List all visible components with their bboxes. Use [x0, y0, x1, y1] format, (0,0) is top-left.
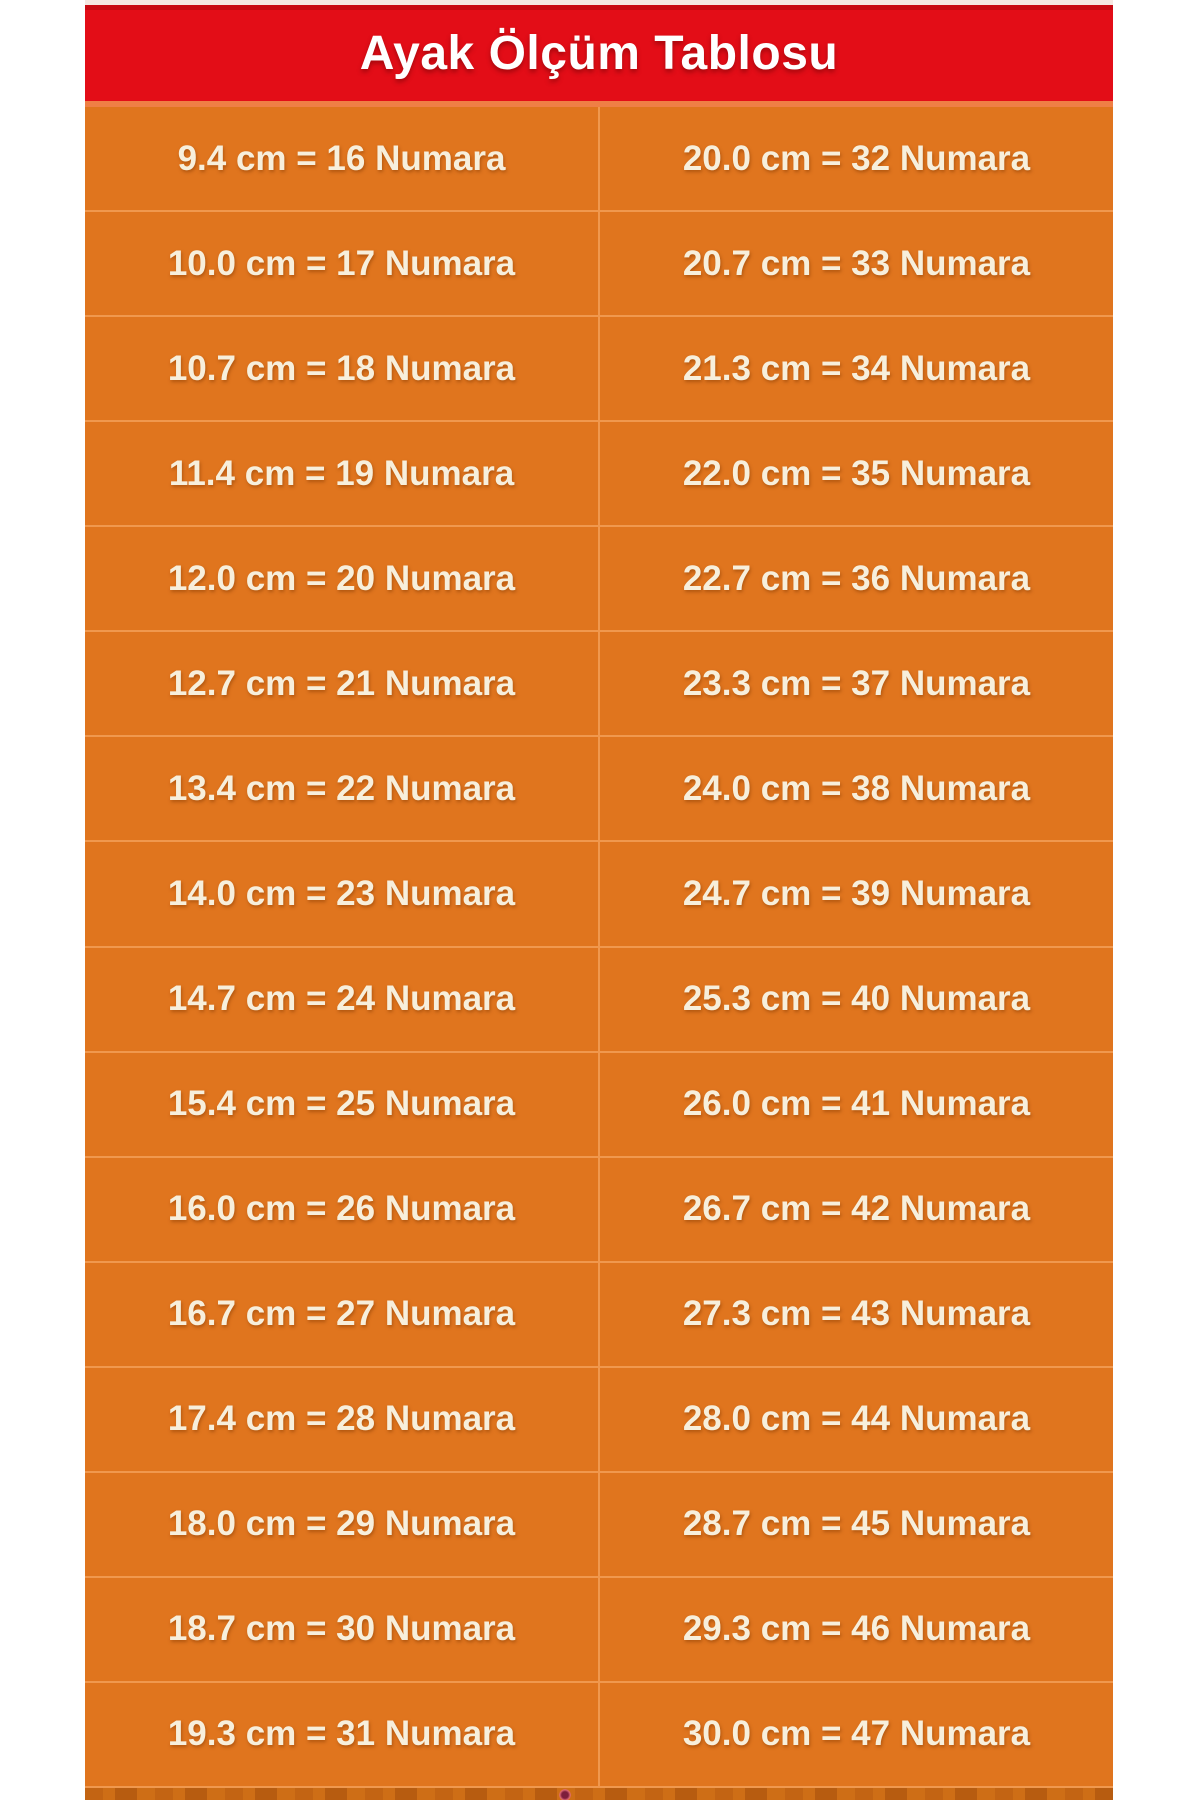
table-header: Ayak Ölçüm Tablosu — [85, 5, 1113, 107]
size-cell-left: 19.3 cm = 31 Numara — [167, 1714, 516, 1754]
size-cell-left: 12.7 cm = 21 Numara — [167, 663, 516, 703]
table-row: 10.0 cm = 17 Numara 20.7 cm = 33 Numara — [85, 210, 1113, 316]
size-cell-right: 25.3 cm = 40 Numara — [598, 947, 1113, 1051]
table-row: 18.0 cm = 29 Numara 28.7 cm = 45 Numara — [85, 1470, 1113, 1576]
table-row: 18.7 cm = 30 Numara 29.3 cm = 46 Numara — [85, 1575, 1113, 1681]
size-cell-left: 18.7 cm = 30 Numara — [167, 1609, 516, 1649]
size-cell-left: 10.0 cm = 17 Numara — [167, 243, 516, 283]
table-row: 11.4 cm = 19 Numara 22.0 cm = 35 Numara — [85, 420, 1113, 526]
size-cell-right: 22.0 cm = 35 Numara — [598, 422, 1113, 526]
size-cell-left: 11.4 cm = 19 Numara — [168, 453, 515, 493]
size-cell-right: 21.3 cm = 34 Numara — [598, 317, 1113, 421]
table-row: 15.4 cm = 25 Numara 26.0 cm = 41 Numara — [85, 1050, 1113, 1156]
size-cell-left: 13.4 cm = 22 Numara — [167, 768, 516, 808]
table-row: 17.4 cm = 28 Numara 28.0 cm = 44 Numara — [85, 1365, 1113, 1471]
size-cell-right: 29.3 cm = 46 Numara — [598, 1577, 1113, 1681]
size-table: 9.4 cm = 16 Numara 20.0 cm = 32 Numara 1… — [85, 107, 1113, 1786]
size-cell-right: 20.0 cm = 32 Numara — [598, 107, 1113, 211]
size-cell-right: 24.7 cm = 39 Numara — [598, 842, 1113, 946]
poster-panel: Ayak Ölçüm Tablosu 9.4 cm = 16 Numara 20… — [85, 0, 1113, 1800]
size-cell-left: 18.0 cm = 29 Numara — [167, 1504, 516, 1544]
size-cell-left: 12.0 cm = 20 Numara — [167, 558, 516, 598]
size-cell-left: 17.4 cm = 28 Numara — [167, 1399, 516, 1439]
brand-dot-icon — [559, 1789, 571, 1800]
table-row: 12.0 cm = 20 Numara 22.7 cm = 36 Numara — [85, 525, 1113, 631]
size-cell-left: 16.0 cm = 26 Numara — [167, 1189, 516, 1229]
table-row: 14.0 cm = 23 Numara 24.7 cm = 39 Numara — [85, 840, 1113, 946]
table-row: 13.4 cm = 22 Numara 24.0 cm = 38 Numara — [85, 735, 1113, 841]
size-cell-right: 27.3 cm = 43 Numara — [598, 1262, 1113, 1366]
size-cell-left: 10.7 cm = 18 Numara — [167, 348, 516, 388]
size-cell-left: 14.7 cm = 24 Numara — [167, 979, 516, 1019]
size-cell-left: 16.7 cm = 27 Numara — [167, 1294, 516, 1334]
table-row: 12.7 cm = 21 Numara 23.3 cm = 37 Numara — [85, 630, 1113, 736]
size-cell-right: 20.7 cm = 33 Numara — [598, 212, 1113, 316]
table-row: 16.0 cm = 26 Numara 26.7 cm = 42 Numara — [85, 1155, 1113, 1261]
size-cell-left: 14.0 cm = 23 Numara — [167, 873, 516, 913]
size-cell-left: 15.4 cm = 25 Numara — [167, 1084, 516, 1124]
size-cell-right: 30.0 cm = 47 Numara — [598, 1682, 1113, 1786]
bottom-watermark-band — [85, 1786, 1113, 1800]
size-cell-left: 9.4 cm = 16 Numara — [177, 138, 506, 178]
top-accent-strip — [85, 0, 1113, 5]
size-cell-right: 28.7 cm = 45 Numara — [598, 1472, 1113, 1576]
size-cell-right: 22.7 cm = 36 Numara — [598, 527, 1113, 631]
table-row: 14.7 cm = 24 Numara 25.3 cm = 40 Numara — [85, 945, 1113, 1051]
size-cell-right: 26.7 cm = 42 Numara — [598, 1157, 1113, 1261]
table-row: 9.4 cm = 16 Numara 20.0 cm = 32 Numara — [85, 107, 1113, 211]
table-row: 16.7 cm = 27 Numara 27.3 cm = 43 Numara — [85, 1260, 1113, 1366]
size-cell-right: 24.0 cm = 38 Numara — [598, 737, 1113, 841]
page-title: Ayak Ölçüm Tablosu — [359, 26, 839, 80]
size-cell-right: 28.0 cm = 44 Numara — [598, 1367, 1113, 1471]
size-cell-right: 26.0 cm = 41 Numara — [598, 1052, 1113, 1156]
table-row: 19.3 cm = 31 Numara 30.0 cm = 47 Numara — [85, 1680, 1113, 1786]
size-cell-right: 23.3 cm = 37 Numara — [598, 632, 1113, 736]
table-row: 10.7 cm = 18 Numara 21.3 cm = 34 Numara — [85, 315, 1113, 421]
